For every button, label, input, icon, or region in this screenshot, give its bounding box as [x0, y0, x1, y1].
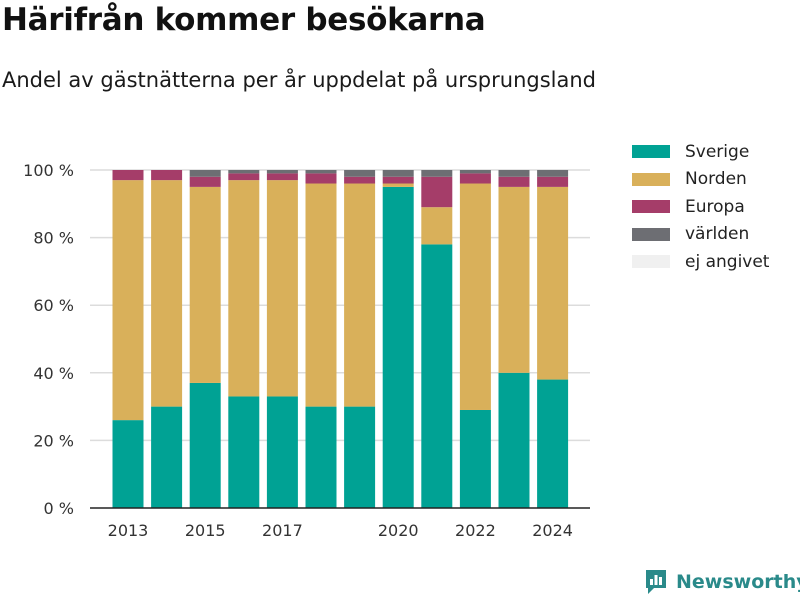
- bar-segment-världen: [189, 170, 221, 177]
- newsworthy-logo-icon: [646, 570, 666, 594]
- bar-segment-norden: [382, 183, 414, 187]
- bar-segment-norden: [305, 183, 337, 407]
- bar-segment-sverige: [498, 372, 530, 508]
- bar-segment-norden: [189, 186, 221, 383]
- bar-segment-sverige: [537, 379, 569, 508]
- bar-segment-norden: [344, 183, 376, 407]
- legend-swatch: [632, 200, 670, 214]
- bar-segment-norden: [112, 180, 144, 421]
- bar-segment-världen: [459, 170, 491, 174]
- bar-segment-norden: [459, 183, 491, 410]
- x-tick-label: 2013: [108, 521, 149, 540]
- legend-swatch: [632, 172, 670, 186]
- bar-segment-sverige: [421, 244, 453, 509]
- legend-label: Europa: [685, 196, 745, 217]
- y-tick-label: 20 %: [33, 431, 74, 450]
- x-tick-label: 2015: [185, 521, 226, 540]
- x-tick-label: 2017: [262, 521, 303, 540]
- y-tick-label: 100 %: [23, 161, 74, 180]
- legend-swatch: [632, 255, 670, 269]
- bar-segment-världen: [266, 170, 298, 174]
- x-tick-label: 2020: [378, 521, 419, 540]
- legend-label: Norden: [685, 169, 747, 190]
- bar-segment-världen: [421, 170, 453, 177]
- bar-segment-världen: [537, 170, 569, 177]
- bar-segment-europa: [382, 176, 414, 184]
- legend-item: Norden: [632, 166, 769, 194]
- bar-segment-norden: [421, 207, 453, 245]
- legend-item: världen: [632, 221, 769, 249]
- bar-segment-världen: [344, 170, 376, 177]
- bar-segment-sverige: [151, 406, 183, 508]
- bar-segment-sverige: [305, 406, 337, 508]
- bar-segment-norden: [537, 186, 569, 380]
- x-tick-label: 2022: [455, 521, 496, 540]
- legend-item: Europa: [632, 193, 769, 221]
- bar-segment-norden: [228, 180, 260, 397]
- chart-title: Härifrån kommer besökarna: [2, 2, 486, 38]
- bar-segment-världen: [498, 170, 530, 177]
- bar-segment-europa: [537, 176, 569, 187]
- bar-segment-världen: [228, 170, 260, 174]
- legend-label: Sverige: [685, 141, 750, 162]
- y-tick-label: 40 %: [33, 364, 74, 383]
- chart-legend: Sverige Norden Europa världen ej angivet: [632, 138, 769, 276]
- bar-segment-sverige: [112, 420, 144, 508]
- bar-segment-europa: [266, 173, 298, 181]
- legend-label: världen: [685, 224, 750, 245]
- brand-name: Newsworthy: [676, 571, 800, 593]
- bar-segment-sverige: [266, 396, 298, 508]
- y-tick-label: 0 %: [44, 499, 74, 518]
- bar-segment-sverige: [189, 382, 221, 508]
- bar-segment-norden: [266, 180, 298, 397]
- bar-segment-europa: [112, 170, 144, 181]
- bar-segment-europa: [151, 170, 183, 181]
- bar-segment-europa: [305, 173, 337, 184]
- bar-segment-norden: [151, 180, 183, 407]
- legend-swatch: [632, 145, 670, 159]
- y-tick-label: 80 %: [33, 229, 74, 248]
- bar-segment-europa: [459, 173, 491, 184]
- bar-segment-sverige: [382, 186, 414, 508]
- brand-logo: Newsworthy: [644, 568, 800, 596]
- legend-item: Sverige: [632, 138, 769, 166]
- bar-segment-sverige: [344, 406, 376, 508]
- bar-segment-sverige: [459, 409, 491, 508]
- bar-segment-europa: [498, 176, 530, 187]
- bar-segment-norden: [498, 186, 530, 373]
- chart-subtitle: Andel av gästnätterna per år uppdelat på…: [2, 68, 596, 92]
- bar-segment-europa: [228, 173, 260, 181]
- bar-segment-europa: [421, 176, 453, 208]
- bar-segment-sverige: [228, 396, 260, 508]
- legend-item: ej angivet: [632, 248, 769, 276]
- x-tick-label: 2024: [532, 521, 573, 540]
- bar-segment-europa: [189, 176, 221, 187]
- bar-segment-världen: [382, 170, 414, 177]
- bar-segment-europa: [344, 176, 376, 184]
- legend-swatch: [632, 227, 670, 241]
- bar-segment-världen: [305, 170, 337, 174]
- legend-label: ej angivet: [685, 251, 770, 272]
- y-tick-label: 60 %: [33, 296, 74, 315]
